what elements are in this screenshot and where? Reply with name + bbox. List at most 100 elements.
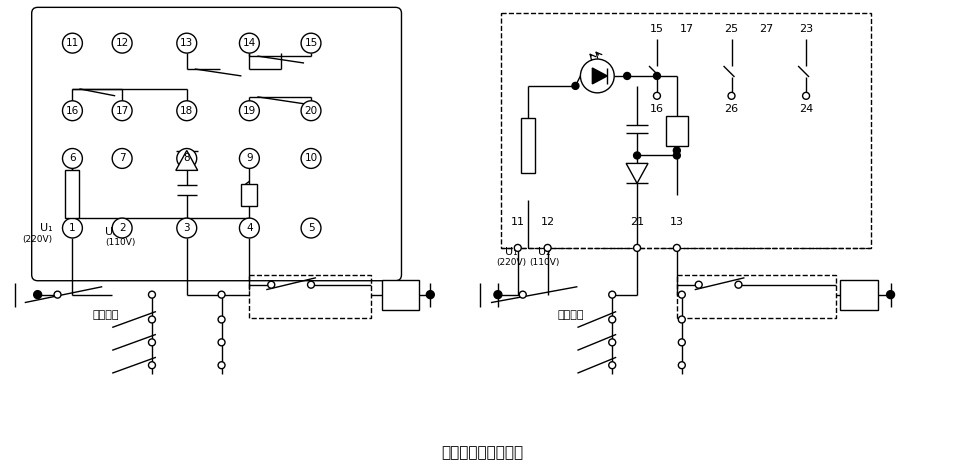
Bar — [666, 116, 687, 145]
Circle shape — [301, 149, 321, 168]
Text: (220V): (220V) — [22, 235, 53, 244]
Text: 11: 11 — [511, 217, 524, 227]
Circle shape — [148, 339, 155, 346]
Circle shape — [63, 101, 82, 121]
Text: 23: 23 — [799, 24, 813, 34]
Text: 4: 4 — [246, 223, 253, 233]
Text: 11: 11 — [66, 38, 79, 48]
Text: 12: 12 — [116, 38, 129, 48]
Circle shape — [803, 92, 810, 99]
Text: 9: 9 — [246, 153, 253, 164]
Circle shape — [679, 291, 685, 298]
Circle shape — [239, 218, 259, 238]
Text: U₂: U₂ — [105, 227, 118, 237]
Circle shape — [268, 281, 275, 288]
Circle shape — [63, 218, 82, 238]
Text: 16: 16 — [66, 106, 79, 116]
Circle shape — [112, 101, 132, 121]
Text: 24: 24 — [799, 104, 814, 114]
Circle shape — [218, 316, 225, 323]
Text: 12: 12 — [541, 217, 554, 227]
Circle shape — [176, 149, 197, 168]
Text: 10: 10 — [305, 153, 317, 164]
Circle shape — [176, 101, 197, 121]
Circle shape — [301, 218, 321, 238]
Text: (110V): (110V) — [529, 258, 560, 267]
Text: (220V): (220V) — [495, 258, 526, 267]
Circle shape — [674, 244, 681, 251]
Circle shape — [679, 316, 685, 323]
Circle shape — [176, 218, 197, 238]
Circle shape — [426, 291, 435, 299]
Circle shape — [654, 73, 660, 79]
Circle shape — [112, 149, 132, 168]
Circle shape — [674, 152, 681, 159]
Text: 13: 13 — [670, 217, 683, 227]
Text: 5: 5 — [308, 223, 314, 233]
Text: 27: 27 — [760, 24, 773, 34]
Circle shape — [148, 316, 155, 323]
Text: 断路器: 断路器 — [390, 290, 411, 300]
Circle shape — [112, 33, 132, 53]
Circle shape — [544, 244, 551, 251]
Circle shape — [54, 291, 61, 298]
Circle shape — [520, 291, 526, 298]
Circle shape — [580, 59, 614, 93]
Text: 19: 19 — [243, 106, 256, 116]
Text: 8: 8 — [183, 153, 190, 164]
Text: 15: 15 — [650, 24, 664, 34]
Circle shape — [633, 244, 640, 251]
Text: 2: 2 — [119, 223, 125, 233]
Circle shape — [63, 33, 82, 53]
Circle shape — [887, 291, 895, 299]
Circle shape — [608, 339, 616, 346]
Circle shape — [239, 149, 259, 168]
FancyBboxPatch shape — [32, 8, 401, 281]
Circle shape — [633, 152, 640, 159]
Circle shape — [112, 218, 132, 238]
Text: 21: 21 — [630, 217, 644, 227]
Bar — [677, 275, 836, 318]
Circle shape — [176, 33, 197, 53]
Circle shape — [608, 316, 616, 323]
Circle shape — [695, 281, 702, 288]
Circle shape — [674, 147, 681, 154]
Circle shape — [679, 339, 685, 346]
Polygon shape — [175, 151, 198, 170]
Text: U₁: U₁ — [504, 247, 517, 257]
Circle shape — [239, 101, 259, 121]
Circle shape — [301, 33, 321, 53]
Bar — [66, 170, 79, 218]
Text: 20: 20 — [305, 106, 317, 116]
Polygon shape — [592, 68, 607, 84]
Circle shape — [148, 291, 155, 298]
Text: 13: 13 — [180, 38, 194, 48]
Text: 26: 26 — [725, 104, 738, 114]
Text: 跳闸触点: 跳闸触点 — [557, 310, 584, 319]
Circle shape — [148, 362, 155, 369]
Circle shape — [239, 33, 259, 53]
Text: 14: 14 — [243, 38, 256, 48]
Text: 16: 16 — [650, 104, 664, 114]
Circle shape — [735, 281, 742, 288]
Bar — [501, 13, 870, 248]
Bar — [250, 275, 371, 318]
Text: 17: 17 — [116, 106, 129, 116]
Circle shape — [515, 244, 522, 251]
Circle shape — [308, 281, 314, 288]
Circle shape — [624, 73, 630, 79]
Circle shape — [218, 362, 225, 369]
Circle shape — [63, 149, 82, 168]
Polygon shape — [627, 163, 648, 183]
Circle shape — [218, 291, 225, 298]
Text: 1: 1 — [69, 223, 76, 233]
Bar — [241, 184, 257, 206]
Circle shape — [218, 339, 225, 346]
Text: 跳闸触点: 跳闸触点 — [93, 310, 119, 319]
Text: U₂: U₂ — [538, 247, 551, 257]
Bar — [521, 118, 535, 173]
Text: 断路器: 断路器 — [849, 290, 869, 300]
Circle shape — [34, 291, 41, 299]
Text: 18: 18 — [180, 106, 194, 116]
Text: 3: 3 — [183, 223, 190, 233]
